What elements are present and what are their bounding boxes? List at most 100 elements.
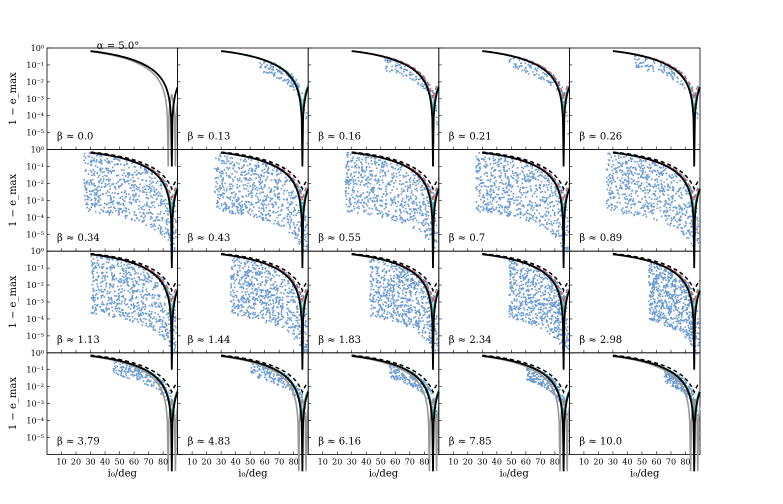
scatter-point — [151, 177, 153, 180]
scatter-point — [616, 167, 619, 169]
scatter-point — [533, 176, 536, 179]
scatter-point — [673, 73, 676, 75]
scatter-point — [277, 69, 279, 72]
scatter-point — [168, 319, 170, 321]
scatter-point — [508, 194, 511, 197]
scatter-point — [612, 176, 614, 178]
scatter-point — [89, 190, 91, 193]
scatter-point — [361, 163, 363, 166]
scatter-point — [484, 166, 487, 169]
scatter-point — [109, 170, 111, 173]
scatter-point — [150, 226, 153, 228]
scatter-point — [543, 184, 545, 186]
scatter-point — [407, 199, 410, 201]
scatter-point — [515, 179, 517, 181]
scatter-point — [276, 186, 279, 188]
scatter-point — [561, 227, 563, 229]
scatter-point — [99, 306, 102, 308]
scatter-point — [431, 91, 434, 94]
panel-beta-label: β ≈ 1.13 — [57, 335, 100, 346]
scatter-point — [645, 177, 648, 179]
scatter-point — [294, 234, 297, 236]
scatter-point — [637, 180, 640, 183]
scatter-point — [659, 200, 661, 202]
scatter-point — [124, 190, 127, 192]
scatter-point — [676, 206, 678, 209]
scatter-point — [555, 200, 558, 202]
scatter-point — [278, 178, 281, 181]
scatter-point — [105, 192, 107, 194]
scatter-point — [276, 210, 279, 213]
scatter-point — [482, 195, 485, 197]
scatter-point — [672, 206, 675, 209]
scatter-point — [144, 275, 146, 277]
scatter-point — [524, 165, 526, 168]
scatter-point — [220, 204, 223, 207]
scatter-point — [409, 187, 411, 189]
scatter-point — [261, 266, 264, 269]
scatter-point — [100, 169, 102, 171]
scatter-point — [293, 208, 296, 211]
scatter-point — [94, 265, 97, 268]
scatter-point — [248, 266, 250, 268]
scatter-point — [670, 195, 672, 198]
scatter-point — [106, 304, 108, 306]
scatter-point — [533, 173, 535, 175]
scatter-point — [606, 188, 609, 191]
scatter-point — [237, 210, 239, 212]
scatter-point — [496, 201, 498, 203]
scatter-point — [93, 160, 96, 162]
scatter-point — [267, 213, 270, 215]
scatter-point — [652, 162, 654, 165]
scatter-point — [85, 191, 88, 194]
scatter-point — [174, 218, 176, 220]
scatter-point — [642, 207, 645, 209]
scatter-point — [409, 177, 412, 179]
scatter-point — [425, 215, 428, 217]
scatter-point — [295, 195, 298, 198]
scatter-point — [696, 239, 699, 241]
scatter-point — [92, 277, 94, 279]
scatter-point — [480, 176, 482, 178]
scatter-point — [527, 178, 530, 181]
scatter-point — [98, 181, 100, 184]
scatter-point — [378, 179, 380, 182]
scatter-point — [103, 186, 106, 188]
scatter-point — [149, 323, 151, 325]
scatter-point — [234, 193, 237, 196]
scatter-point — [304, 226, 307, 228]
scatter-point — [607, 163, 610, 165]
scatter-point — [375, 207, 377, 209]
scatter-point — [616, 206, 618, 208]
scatter-point — [486, 153, 488, 156]
scatter-point — [125, 261, 128, 263]
scatter-point — [92, 297, 95, 299]
scatter-point — [96, 304, 99, 306]
scatter-point — [407, 203, 409, 206]
scatter-point — [259, 199, 261, 201]
scatter-point — [682, 186, 685, 189]
scatter-point — [405, 75, 408, 77]
scatter-point — [232, 185, 234, 187]
scatter-point — [608, 192, 610, 194]
scatter-point — [174, 320, 176, 322]
scatter-point — [688, 206, 690, 208]
scatter-point — [625, 160, 627, 163]
scatter-point — [654, 163, 657, 166]
scatter-point — [257, 161, 259, 164]
scatter-point — [493, 184, 496, 186]
scatter-point — [99, 158, 102, 161]
scatter-point — [153, 301, 156, 304]
scatter-point — [141, 186, 144, 189]
scatter-point — [83, 182, 86, 185]
scatter-point — [268, 71, 271, 73]
scatter-point — [366, 165, 368, 168]
scatter-point — [362, 169, 365, 172]
scatter-point — [142, 311, 144, 314]
scatter-point — [143, 279, 146, 281]
scatter-point — [250, 201, 253, 204]
scatter-point — [696, 223, 699, 225]
scatter-point — [164, 205, 167, 207]
scatter-point — [495, 208, 497, 211]
scatter-point — [558, 82, 560, 84]
